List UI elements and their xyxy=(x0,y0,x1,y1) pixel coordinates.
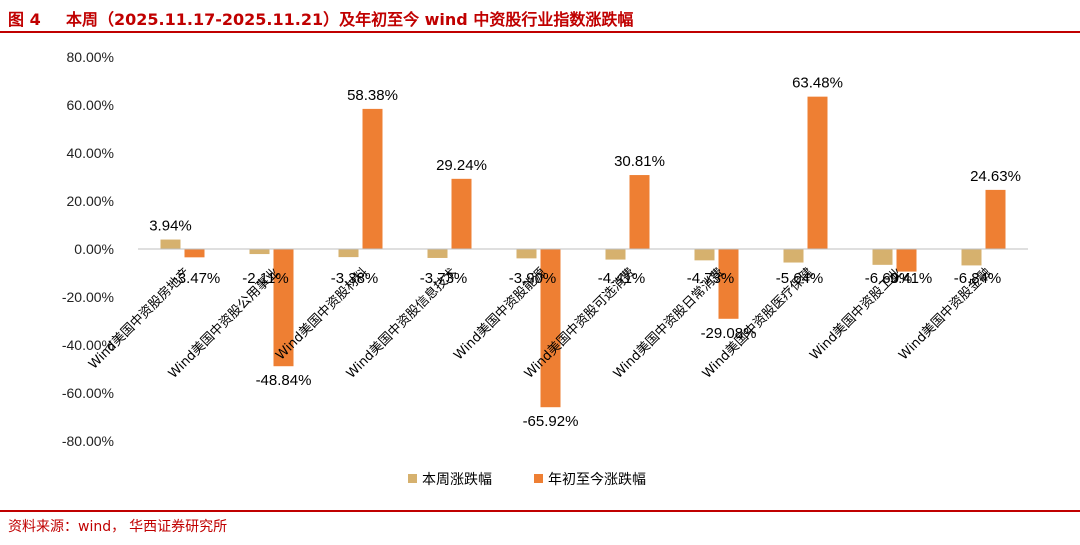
data-label: -6.60% xyxy=(865,270,913,287)
y-tick-label: -20.00% xyxy=(62,289,114,305)
data-label: -48.84% xyxy=(256,372,312,389)
data-label: 24.63% xyxy=(970,168,1021,185)
data-label: 3.94% xyxy=(149,218,192,235)
y-axis: 80.00% 60.00% 40.00% 20.00% 0.00% -20.00% -40.… xyxy=(62,49,114,449)
legend-label-ytd: 年初至今涨跌幅 xyxy=(548,471,646,488)
bar-ytd xyxy=(896,249,917,272)
data-labels: 3.94% -3.47% -2.11% -48.84% -3.38% 58.38% -3.7… xyxy=(149,75,1021,431)
legend-label-weekly: 本周涨跌幅 xyxy=(422,472,492,488)
bar-weekly xyxy=(605,249,626,260)
bar-weekly xyxy=(249,249,270,255)
bar-weekly xyxy=(783,249,804,263)
data-label: 63.48% xyxy=(792,75,843,92)
data-label: 29.24% xyxy=(436,157,487,174)
figure-header: 图 4 本周（2025.11.17-2025.11.21）及年初至今 wind … xyxy=(8,4,1072,30)
data-label: -9.41% xyxy=(885,270,933,287)
bar-ytd xyxy=(718,249,739,319)
bar-weekly xyxy=(694,249,715,261)
bar-ytd xyxy=(184,249,205,258)
bar-weekly xyxy=(961,249,982,266)
y-tick-label: 40.00% xyxy=(67,145,114,161)
bar-ytd xyxy=(451,178,472,249)
source-label: 资料来源：wind， xyxy=(8,519,126,535)
data-label: -5.64% xyxy=(776,270,824,287)
bar-weekly xyxy=(427,249,448,258)
data-label: -3.90% xyxy=(509,270,557,287)
bar-ytd xyxy=(807,96,828,249)
bar-ytd xyxy=(362,108,383,249)
bar-weekly xyxy=(160,239,181,249)
header-rule xyxy=(0,31,1080,33)
data-label: 30.81% xyxy=(614,153,665,170)
bars xyxy=(160,96,1006,408)
legend-swatch-weekly xyxy=(408,474,417,483)
y-tick-label: -40.00% xyxy=(62,337,114,353)
category-labels: Wind美国中资股房地产Wind美国中资股公用事业Wind美国中资股材料Wind… xyxy=(85,265,994,382)
legend: 本周涨跌幅 年初至今涨跌幅 xyxy=(408,471,646,488)
data-label: -3.38% xyxy=(331,270,379,287)
data-label: -3.73% xyxy=(420,270,468,287)
figure-title: 本周（2025.11.17-2025.11.21）及年初至今 wind 中资股行… xyxy=(66,10,634,29)
figure-number: 图 4 xyxy=(8,10,41,29)
y-tick-label: -80.00% xyxy=(62,433,114,449)
data-label: -65.92% xyxy=(523,413,579,430)
bar-weekly xyxy=(516,249,537,259)
data-label: -4.73% xyxy=(687,270,735,287)
data-label: -2.11% xyxy=(242,270,288,287)
y-tick-label: 20.00% xyxy=(67,193,114,209)
bar-ytd xyxy=(273,249,294,367)
bar-weekly xyxy=(872,249,893,265)
bar-ytd xyxy=(985,189,1006,249)
y-tick-label: 60.00% xyxy=(67,97,114,113)
legend-swatch-ytd xyxy=(534,474,543,483)
source-note: 资料来源：wind， 华西证券研究所 xyxy=(8,516,227,536)
y-tick-label: 0.00% xyxy=(74,241,114,257)
bar-ytd xyxy=(540,249,561,408)
y-tick-label: -60.00% xyxy=(62,385,114,401)
data-label: -6.84% xyxy=(954,270,1002,287)
category-label: Wind美国中资股房地产 xyxy=(85,265,193,373)
data-label: -4.41% xyxy=(598,270,646,287)
source-value: 华西证券研究所 xyxy=(129,519,228,535)
data-label: -3.47% xyxy=(173,270,221,287)
footer-rule xyxy=(0,510,1080,512)
bar-weekly xyxy=(338,249,359,258)
bar-ytd xyxy=(629,175,650,249)
data-label: 58.38% xyxy=(347,87,398,104)
bar-chart: 80.00% 60.00% 40.00% 20.00% 0.00% -20.00% -40.… xyxy=(62,49,1028,488)
y-tick-label: 80.00% xyxy=(67,49,114,65)
data-label: -29.08% xyxy=(701,325,757,342)
